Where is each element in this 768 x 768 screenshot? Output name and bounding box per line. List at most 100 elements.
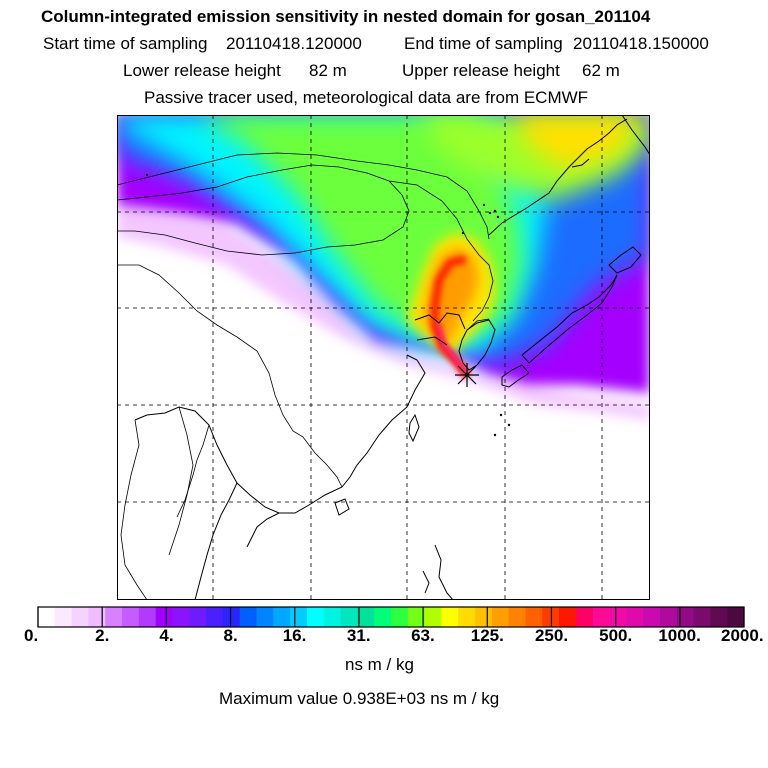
colorbar-tick-label: 16. — [282, 626, 307, 645]
colorbar-swatch — [575, 607, 594, 627]
colorbar-tick-label: 250. — [534, 626, 569, 645]
receptor-ray — [457, 365, 477, 385]
colorbar-unit-label: ns m / kg — [345, 655, 414, 674]
colorbar-swatch — [458, 607, 476, 627]
colorbar-swatch — [54, 607, 73, 627]
colorbar-swatch — [222, 607, 241, 627]
korea-border — [466, 318, 490, 331]
island-specks — [145, 173, 511, 437]
colorbar-tick-label: 500. — [599, 626, 633, 645]
island-speck — [461, 231, 465, 235]
end-time-value: 20110418.150000 — [573, 34, 709, 53]
island-speck — [499, 413, 503, 417]
lower-height-label: Lower release height — [123, 61, 281, 80]
colorbar-swatch — [239, 607, 258, 627]
field-yellow-north — [517, 115, 637, 170]
colorbar-tick-label: 125. — [470, 626, 504, 645]
colorbar-tick-label: 63. — [411, 626, 435, 645]
end-time-label: End time of sampling — [404, 34, 563, 53]
colorbar-swatch — [710, 607, 728, 627]
field-magenta-plume — [437, 325, 468, 375]
laos-border — [176, 424, 210, 518]
myanmar-border — [120, 406, 194, 600]
colorbar-swatch — [643, 607, 661, 627]
lower-height-value: 82 m — [309, 61, 347, 80]
colorbar-swatch — [391, 607, 409, 627]
colorbar-swatch — [172, 607, 190, 627]
colorbar-swatch — [441, 607, 459, 627]
colorbar-swatch — [206, 607, 224, 627]
colorbar-swatch — [374, 607, 392, 627]
manchuria-border — [388, 180, 494, 322]
china-coastline — [246, 354, 426, 548]
russia-border — [117, 152, 490, 240]
colorbar-swatch — [273, 607, 291, 627]
colorbar-swatch — [105, 607, 123, 627]
colorbar-swatch — [155, 607, 173, 627]
colorbar-swatch — [525, 607, 543, 627]
kamchatka-coastline — [621, 115, 650, 156]
colorbar-swatch — [626, 607, 644, 627]
start-time-label: Start time of sampling — [43, 34, 208, 53]
start-time-value: 20110418.120000 — [226, 34, 362, 53]
colorbar-tick-label: 0. — [24, 626, 39, 645]
taiwan-coastline — [408, 413, 420, 443]
map-frame — [117, 115, 650, 600]
island-speck — [493, 433, 497, 437]
colorbar-tick-label: 2. — [95, 626, 110, 645]
colorbar-swatch — [676, 607, 695, 627]
colorbar-swatch — [340, 607, 358, 627]
colorbar-swatch — [138, 607, 157, 627]
korea-coastline — [458, 319, 496, 371]
colorbar-swatch — [88, 607, 106, 627]
maximum-value-label: Maximum value — [219, 689, 339, 708]
russia-coastline — [488, 118, 628, 236]
south-asia-border — [117, 264, 343, 488]
hainan-coastline — [334, 498, 350, 516]
maximum-value-line: Maximum value 0.938E+03 ns m / kg — [219, 689, 499, 709]
map-grid — [117, 115, 650, 600]
japan-coastline — [501, 246, 642, 388]
colorbar-swatch — [592, 607, 611, 627]
colorbar-swatch — [407, 607, 426, 627]
colorbar — [37, 606, 745, 628]
island-speck — [496, 215, 500, 219]
colorbar-swatch — [256, 607, 274, 627]
colorbar-frame — [37, 606, 745, 628]
sensitivity-field — [117, 115, 650, 420]
emission-sensitivity-map — [117, 115, 650, 600]
colorbar-swatch — [323, 607, 342, 627]
colorbar-swatch — [475, 607, 493, 627]
colorbar-tick-label: 4. — [159, 626, 174, 645]
colorbar-swatch — [609, 607, 627, 627]
colorbar-tick-label: 8. — [223, 626, 238, 645]
maximum-value-number: 0.938E+03 — [342, 689, 426, 708]
country-borders — [117, 152, 494, 600]
colorbar-swatch — [122, 607, 140, 627]
colorbar-swatch — [71, 607, 89, 627]
colorbar-swatch — [559, 607, 577, 627]
upper-height-value: 62 m — [582, 61, 620, 80]
island-speck — [145, 173, 149, 177]
island-speck — [507, 423, 511, 427]
colorbar-swatch — [491, 607, 510, 627]
philippines-coastline — [422, 544, 454, 600]
colorbar-swatch — [306, 607, 325, 627]
data-source-note: Passive tracer used, meteorological data… — [144, 88, 589, 107]
chart-title: Column-integrated emission sensitivity i… — [41, 7, 651, 26]
colorbar-swatch — [659, 607, 678, 627]
colorbar-tick-label: 2000. — [721, 626, 764, 645]
colorbar-swatch — [727, 607, 745, 627]
upper-height-label: Upper release height — [402, 61, 560, 80]
colorbar-swatch — [290, 607, 308, 627]
field-faint-purple — [117, 203, 650, 420]
colorbar-swatch — [693, 607, 711, 627]
island-speck — [482, 203, 486, 207]
bohai-coastline — [414, 312, 466, 346]
colorbar-swatch — [508, 607, 526, 627]
mongolia-border — [117, 164, 410, 256]
colorbar-swatch — [424, 607, 442, 627]
star-receptor-icon — [455, 363, 479, 387]
colorbar-swatch — [189, 607, 207, 627]
colorbar-tick-label: 1000. — [658, 626, 701, 645]
